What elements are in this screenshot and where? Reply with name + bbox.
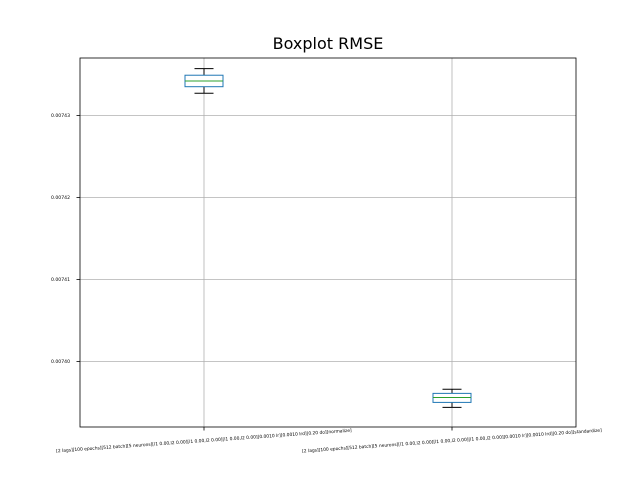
boxes-layer — [184, 68, 472, 408]
grid-layer — [80, 58, 576, 427]
chart-title: Boxplot RMSE — [273, 34, 384, 53]
y-tick-label: 0.00742 — [51, 195, 70, 201]
y-tick-label: 0.00741 — [51, 277, 70, 283]
y-tick-label: 0.00740 — [51, 359, 70, 365]
box-group — [432, 388, 472, 408]
y-tick-label: 0.00743 — [51, 113, 70, 119]
plot-area-frame — [79, 57, 577, 428]
box-group — [184, 68, 224, 94]
